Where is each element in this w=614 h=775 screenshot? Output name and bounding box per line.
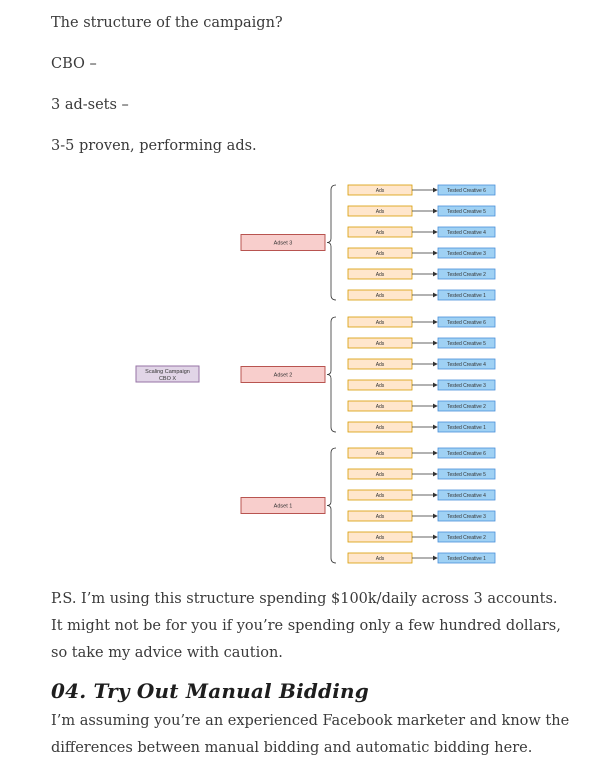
section-heading: 04. Try Out Manual Bidding (51, 679, 369, 703)
creative-label: Tested Creative 1 (447, 425, 486, 431)
creative-box (437, 337, 496, 349)
creative-box (437, 468, 496, 480)
ad-label: Ads (376, 320, 385, 326)
creative-label: Tested Creative 5 (447, 341, 486, 347)
creative-label: Tested Creative 1 (447, 293, 486, 299)
creative-label: Tested Creative 2 (447, 535, 486, 541)
body-paragraph: I’m assuming you’re an experienced Faceb… (51, 713, 570, 756)
ps-paragraph: P.S. I’m using this structure spending $… (51, 591, 561, 661)
adset-label: Adset 1 (274, 504, 293, 510)
ad-label: Ads (376, 425, 385, 431)
adset-label: Adset 3 (274, 241, 293, 247)
creative-label: Tested Creative 5 (447, 209, 486, 215)
ad-label: Ads (376, 383, 385, 389)
creative-box (437, 531, 496, 543)
ad-label: Ads (376, 451, 385, 457)
ad-label: Ads (376, 493, 385, 499)
ad-label: Ads (376, 251, 385, 257)
creative-box (437, 400, 496, 412)
adset-box (240, 366, 326, 383)
creative-box (437, 421, 496, 433)
root-campaign-label: Scaling Campaign (145, 369, 190, 375)
creative-label: Tested Creative 6 (447, 451, 486, 457)
creative-box (437, 226, 496, 238)
creative-box (437, 379, 496, 391)
creative-label: Tested Creative 3 (447, 383, 486, 389)
adsets-text: 3 ad-sets – (51, 97, 129, 113)
creative-box (437, 184, 496, 196)
adset-label: Adset 2 (274, 373, 293, 379)
creative-box (437, 447, 496, 459)
creative-label: Tested Creative 4 (447, 362, 486, 368)
creative-label: Tested Creative 6 (447, 188, 486, 194)
creative-label: Tested Creative 3 (447, 514, 486, 520)
ad-label: Ads (376, 341, 385, 347)
root-campaign-box (135, 365, 200, 383)
ad-label: Ads (376, 472, 385, 478)
ad-label: Ads (376, 556, 385, 562)
creative-box (437, 268, 496, 280)
creative-box (437, 510, 496, 522)
creative-box (437, 289, 496, 301)
ads-text: 3-5 proven, performing ads. (51, 138, 257, 154)
creative-label: Tested Creative 3 (447, 251, 486, 257)
creative-label: Tested Creative 5 (447, 472, 486, 478)
creative-label: Tested Creative 4 (447, 493, 486, 499)
creative-label: Tested Creative 6 (447, 320, 486, 326)
ad-label: Ads (376, 535, 385, 541)
ad-label: Ads (376, 404, 385, 410)
ad-label: Ads (376, 514, 385, 520)
creative-label: Tested Creative 4 (447, 230, 486, 236)
adset-bracket (326, 316, 337, 433)
ad-label: Ads (376, 362, 385, 368)
adset-box (240, 497, 326, 514)
adset-box (240, 234, 326, 251)
ad-label: Ads (376, 209, 385, 215)
ad-label: Ads (376, 230, 385, 236)
ad-label: Ads (376, 293, 385, 299)
creative-box (437, 205, 496, 217)
root-campaign-sublabel: CBO X (159, 376, 176, 382)
adset-bracket (326, 184, 337, 301)
adset-bracket (326, 447, 337, 564)
creative-label: Tested Creative 2 (447, 272, 486, 278)
creative-box (437, 358, 496, 370)
ad-label: Ads (376, 272, 385, 278)
question-text: The structure of the campaign? (51, 15, 283, 31)
creative-box (437, 316, 496, 328)
creative-box (437, 489, 496, 501)
creative-label: Tested Creative 1 (447, 556, 486, 562)
ad-label: Ads (376, 188, 385, 194)
cbo-text: CBO – (51, 56, 97, 72)
creative-label: Tested Creative 2 (447, 404, 486, 410)
creative-box (437, 247, 496, 259)
creative-box (437, 552, 496, 564)
